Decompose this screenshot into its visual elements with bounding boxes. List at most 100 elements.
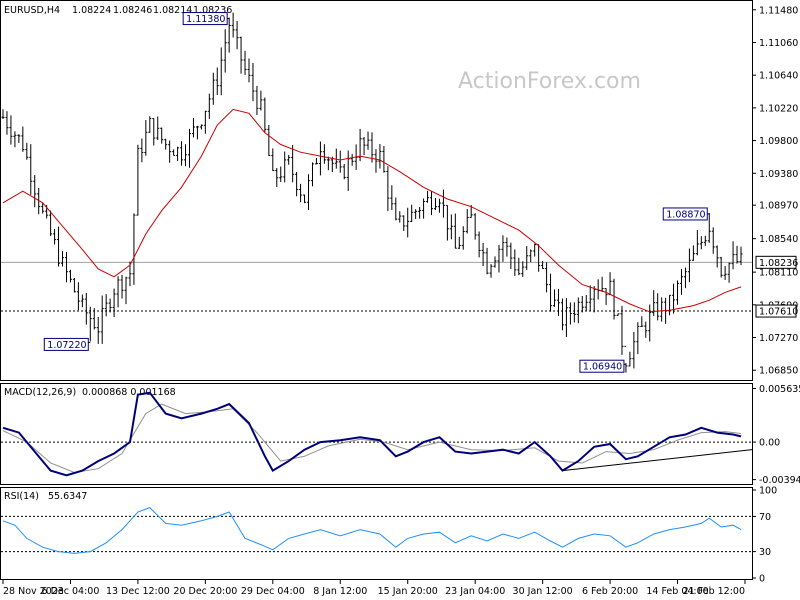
- price-bar: [318, 141, 322, 176]
- price-bar: [437, 198, 441, 213]
- price-callout: 1.11380: [182, 12, 230, 25]
- price-bar: [481, 242, 485, 267]
- price-bar: [644, 321, 648, 338]
- price-bar: [41, 202, 45, 214]
- price-bar: [612, 278, 616, 320]
- price-header-high: 1.08246: [113, 5, 152, 16]
- price-bar: [453, 213, 457, 249]
- price-bar: [473, 213, 477, 240]
- price-bar: [334, 148, 338, 169]
- price-bar: [572, 302, 576, 323]
- price-panel: ActionForex.com EURUSD,H4 1.08224 1.0824…: [0, 0, 798, 381]
- macd-y-tick-label: 0.00: [759, 438, 780, 449]
- time-tick-label: 30 Jan 12:00: [513, 586, 573, 597]
- price-bar: [501, 235, 505, 262]
- price-bar: [239, 36, 243, 74]
- price-callout-label: 1.06940: [583, 362, 622, 373]
- price-bar: [386, 166, 390, 212]
- price-bar: [687, 248, 691, 283]
- price-bar: [104, 294, 108, 317]
- price-bar: [271, 148, 275, 172]
- price-bar: [715, 245, 719, 268]
- price-bar: [608, 272, 612, 296]
- price-bar: [695, 230, 699, 256]
- price-bar: [672, 283, 676, 314]
- macd-trendline: [562, 449, 753, 472]
- price-bar: [691, 245, 695, 261]
- support-tag-label: 1.07610: [759, 307, 798, 318]
- price-bar: [426, 190, 430, 203]
- price-bar: [731, 241, 735, 270]
- price-bar: [533, 243, 537, 257]
- price-bar: [723, 266, 727, 280]
- price-bar: [588, 285, 592, 312]
- price-bar: [350, 153, 354, 166]
- price-bar: [195, 125, 199, 140]
- price-y-tick-label: 1.08110: [759, 268, 798, 279]
- moving-average-line: [2, 108, 742, 313]
- price-bar: [49, 210, 53, 236]
- price-bar: [199, 124, 203, 130]
- price-bar: [164, 138, 168, 150]
- price-bar: [600, 276, 604, 292]
- price-bar: [445, 204, 449, 241]
- price-bar: [307, 174, 311, 211]
- watermark: ActionForex.com: [458, 69, 641, 94]
- price-bar: [370, 132, 374, 163]
- time-tick-label: 21 Feb 12:00: [683, 586, 745, 597]
- price-bar: [402, 215, 406, 231]
- price-bar: [545, 262, 549, 293]
- macd-line: [2, 391, 742, 477]
- time-tick-label: 8 Jan 12:00: [313, 586, 367, 597]
- price-bar: [80, 294, 84, 308]
- price-bar: [243, 50, 247, 75]
- price-bar: [287, 154, 291, 165]
- price-bar: [207, 93, 211, 119]
- support-tag: 1.07610: [755, 304, 798, 318]
- price-bar: [314, 158, 318, 165]
- price-callout: 1.07220: [43, 337, 91, 351]
- time-tick-label: 6 Dec 04:00: [42, 586, 100, 597]
- time-tick-label: 20 Dec 20:00: [173, 586, 237, 597]
- price-bar: [497, 244, 501, 273]
- price-bar: [616, 313, 620, 316]
- price-header-symbol: EURUSD,H4: [4, 5, 60, 16]
- price-bar: [430, 190, 434, 216]
- price-bar: [711, 227, 715, 254]
- price-bar: [303, 194, 307, 204]
- price-bar: [378, 144, 382, 169]
- price-bar: [37, 188, 41, 215]
- price-bar: [656, 293, 660, 321]
- price-callout-label: 1.11380: [186, 14, 225, 25]
- price-y-tick-label: 1.10220: [759, 103, 798, 114]
- price-bar: [541, 260, 545, 270]
- price-bar: [739, 246, 743, 266]
- price-bar: [92, 308, 96, 330]
- price-bars: [1, 12, 743, 373]
- price-bar: [707, 212, 711, 243]
- price-bar: [580, 296, 584, 313]
- price-bar: [132, 213, 136, 285]
- price-header-open: 1.08224: [72, 5, 111, 16]
- price-bar: [116, 276, 120, 308]
- support-tag-box: [755, 304, 797, 318]
- price-bar: [342, 163, 346, 180]
- price-bar: [628, 351, 632, 367]
- price-bar: [148, 116, 152, 133]
- macd-y-tick-label: -0.003949: [759, 475, 800, 486]
- price-bar: [362, 136, 366, 156]
- price-bar: [25, 142, 29, 160]
- price-bar: [676, 280, 680, 305]
- price-bar: [390, 185, 394, 211]
- price-bar: [406, 207, 410, 238]
- last-price-tag-label: 1.08236: [759, 258, 798, 269]
- price-bar: [683, 267, 687, 289]
- macd-panel: MACD(12,26,9) 0.000868 0.001168 0.005635…: [0, 383, 800, 486]
- price-bar: [184, 144, 188, 167]
- price-bar: [477, 231, 481, 258]
- price-bar: [295, 172, 299, 197]
- price-bar: [326, 156, 330, 171]
- rsi-header-label: RSI(14): [4, 491, 39, 502]
- price-bar: [433, 197, 437, 211]
- rsi-y-tick-label: 30: [759, 547, 771, 558]
